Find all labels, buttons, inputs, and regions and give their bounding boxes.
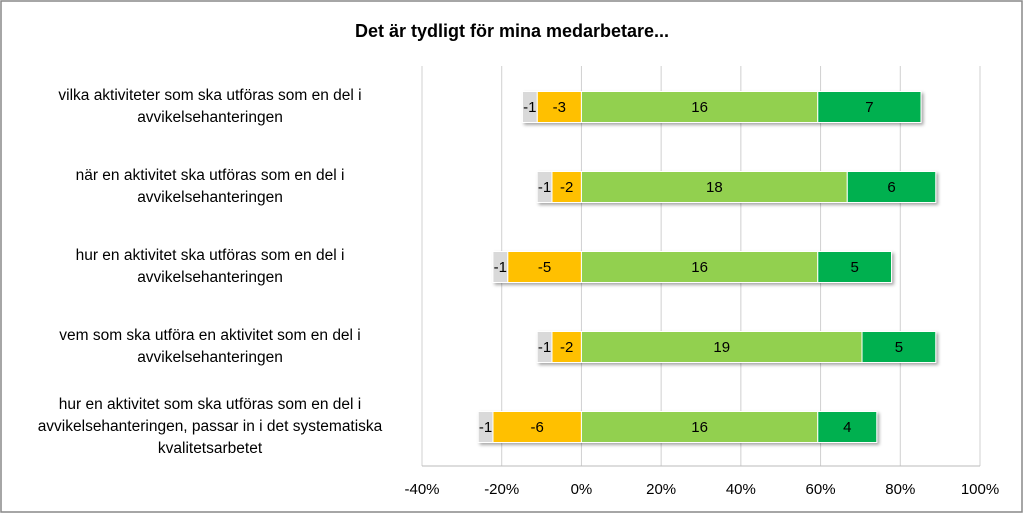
x-tick-label: -20% — [484, 481, 519, 498]
data-label: -1 — [538, 339, 551, 356]
bar-segment — [817, 91, 922, 123]
bar-segment — [536, 331, 553, 363]
bar-segment — [536, 171, 553, 203]
bar-segment — [580, 171, 848, 203]
category-label: hur en aktivitet som ska utföras som en … — [37, 396, 383, 457]
data-label: 5 — [895, 339, 903, 356]
data-label: -6 — [531, 419, 544, 436]
bar-segment — [580, 251, 819, 283]
data-label: -5 — [538, 259, 551, 276]
bar-segment — [492, 251, 509, 283]
data-label: 4 — [843, 419, 851, 436]
data-label: -1 — [538, 179, 551, 196]
x-tick-label: 0% — [571, 481, 593, 498]
data-label: -3 — [553, 99, 566, 116]
data-label: 7 — [865, 99, 873, 116]
x-tick-label: 20% — [646, 481, 676, 498]
data-label: 16 — [691, 259, 708, 276]
bar-segment — [580, 411, 819, 443]
bar-segment — [492, 411, 582, 443]
data-label: 6 — [887, 179, 895, 196]
data-label: -2 — [560, 339, 573, 356]
bar-segment — [817, 411, 878, 443]
data-label: 18 — [706, 179, 723, 196]
bar-segment — [846, 171, 937, 203]
x-tick-label: -40% — [404, 481, 439, 498]
category-label: när en aktivitet ska utföras som en del … — [75, 167, 345, 206]
bar-segment — [580, 91, 819, 123]
bar-group — [536, 171, 937, 203]
data-label: 16 — [691, 99, 708, 116]
x-tick-label: 60% — [806, 481, 836, 498]
data-label: 16 — [691, 419, 708, 436]
chart-title: Det är tydligt för mina medarbetare... — [355, 21, 669, 41]
x-tick-label: 40% — [726, 481, 756, 498]
bar-segment — [861, 331, 937, 363]
category-label: hur en aktivitet ska utföras som en del … — [75, 247, 345, 286]
bar-segment — [817, 251, 893, 283]
category-label: vilka aktiviteter som ska utföras som en… — [58, 87, 362, 126]
x-tick-label: 100% — [961, 481, 999, 498]
data-label: -1 — [523, 99, 536, 116]
data-label: -1 — [479, 419, 492, 436]
bar-group — [492, 251, 893, 283]
category-label: vem som ska utföra en aktivitet som en d… — [59, 327, 361, 366]
bar-group — [521, 91, 922, 123]
bar-segment — [551, 171, 582, 203]
bar-segment — [521, 91, 538, 123]
bar-segment — [477, 411, 494, 443]
data-label: 5 — [850, 259, 858, 276]
data-label: -2 — [560, 179, 573, 196]
data-label: -1 — [494, 259, 507, 276]
bar-segment — [536, 91, 582, 123]
bar-group — [536, 331, 937, 363]
x-tick-label: 80% — [885, 481, 915, 498]
bar-group — [477, 411, 878, 443]
data-label: 19 — [713, 339, 730, 356]
